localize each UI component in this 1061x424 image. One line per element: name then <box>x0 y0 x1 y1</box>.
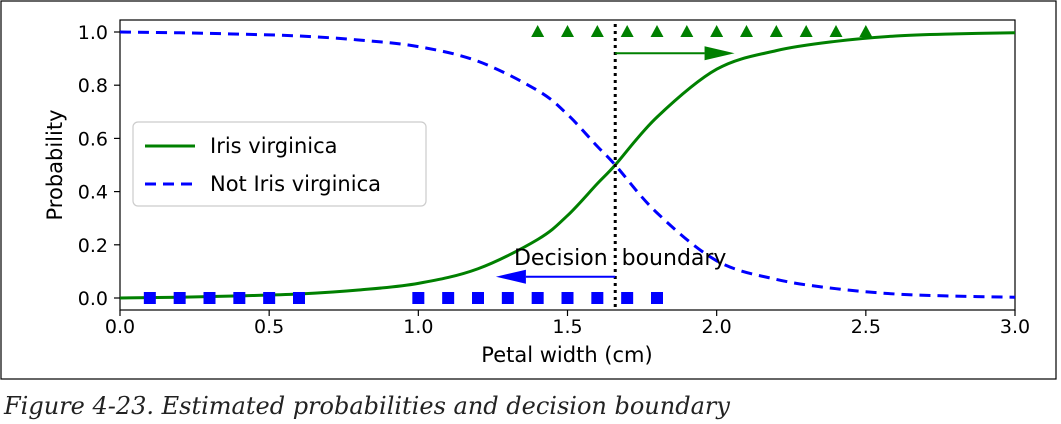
legend-frame <box>132 121 427 207</box>
figure-caption: Figure 4-23. Estimated probabilities and… <box>3 392 730 420</box>
y-tick-label: 0.4 <box>78 182 108 204</box>
decision-boundary-label: Decision boundary <box>514 246 726 271</box>
sample-markers <box>143 25 873 304</box>
y-axis-label: Probability <box>43 109 67 220</box>
arrow-head-right <box>704 46 735 61</box>
curve-not-iris-virginica <box>120 30 1015 299</box>
triangle-marker <box>799 25 813 37</box>
square-marker <box>233 292 246 304</box>
x-tick-label: 3.0 <box>1000 316 1030 338</box>
triangle-marker <box>650 25 664 37</box>
legend: Iris virginica Not Iris virginica <box>132 121 427 207</box>
triangle-marker <box>740 25 753 37</box>
triangle-marker <box>531 25 545 37</box>
square-marker <box>293 292 305 304</box>
square-marker <box>472 292 484 304</box>
triangle-marker <box>680 25 694 37</box>
triangle-marker <box>859 25 873 37</box>
square-marker <box>442 292 455 304</box>
square-marker <box>561 292 574 304</box>
figure-border <box>0 0 1057 380</box>
x-axis-label: Petal width (cm) <box>481 343 652 367</box>
square-marker <box>263 292 276 304</box>
triangle-marker <box>710 25 724 37</box>
y-tick-label: 1.0 <box>78 22 108 44</box>
triangle-marker <box>561 25 574 37</box>
x-tick-label: 1.5 <box>552 316 582 338</box>
axis-ticks: 0.0 0.5 1.0 1.5 2.0 2.5 3.0 0.0 0.2 0.4 0.6 0.8 1.0 <box>78 22 1030 338</box>
legend-label-not-iris-virginica: Not Iris virginica <box>210 172 381 196</box>
y-tick-label: 0.0 <box>78 288 108 310</box>
square-marker <box>501 292 514 304</box>
square-marker <box>173 292 186 304</box>
square-marker <box>591 292 604 304</box>
legend-label-iris-virginica: Iris virginica <box>210 134 338 158</box>
x-tick-label: 1.0 <box>403 316 433 338</box>
y-tick-label: 0.8 <box>78 75 108 97</box>
x-tick-label: 0.0 <box>105 316 135 338</box>
square-marker <box>621 292 634 304</box>
y-tick-label: 0.6 <box>78 128 108 150</box>
x-tick-label: 2.0 <box>702 316 732 338</box>
x-tick-label: 0.5 <box>254 316 284 338</box>
y-tick-label: 0.2 <box>78 235 108 257</box>
square-marker <box>651 292 663 304</box>
square-marker <box>143 292 156 304</box>
triangle-marker <box>620 25 634 37</box>
triangle-marker <box>829 25 843 37</box>
square-marker <box>531 292 544 304</box>
x-tick-label: 2.5 <box>851 316 881 338</box>
triangle-marker <box>769 25 783 37</box>
square-marker <box>412 292 425 304</box>
square-marker <box>203 292 216 304</box>
arrow-head-left <box>495 269 526 284</box>
direction-arrows <box>495 46 735 284</box>
triangle-marker <box>590 25 604 37</box>
